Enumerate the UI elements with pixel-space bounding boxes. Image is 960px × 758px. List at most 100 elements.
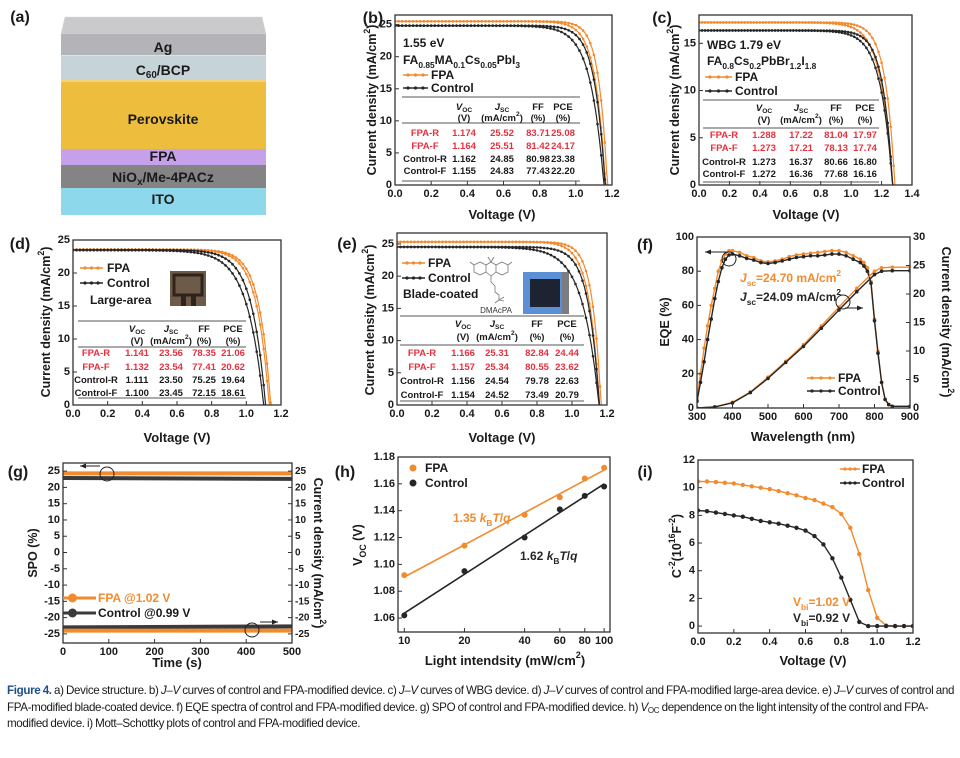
figure-canvas: (a) (b) (c) (d) (e) (f) (g) (h) (i) Ag C60/BCP Pero… xyxy=(8,9,956,670)
legend-label: Control xyxy=(107,276,150,290)
series-layer xyxy=(395,20,609,185)
control-right-point xyxy=(748,390,753,395)
jv-control-r-point xyxy=(574,33,578,37)
y-tick-label: 8 xyxy=(689,509,695,521)
fpa-point xyxy=(866,587,871,593)
series-layer xyxy=(699,21,896,185)
jv-control-f-point xyxy=(89,248,92,252)
table-row-label: Control-R xyxy=(702,157,746,168)
annotation: FA0.8Cs0.2PbBr1.2I1.8 xyxy=(707,54,817,71)
plot-frame xyxy=(698,14,913,186)
jv-control-f-point xyxy=(852,35,856,39)
jv-fpa-r-point xyxy=(269,401,272,405)
x-tick-label: 0.0 xyxy=(387,188,402,200)
jv-fpa-f-point xyxy=(816,21,819,25)
y-tick-label: 1.12 xyxy=(374,532,395,544)
y-tick-label: 10 xyxy=(58,333,70,345)
jv-control-f-point xyxy=(419,24,422,28)
jv-fpa-f-point xyxy=(846,24,850,28)
jv-control-f-point xyxy=(148,249,151,252)
jv-fpa-f-point xyxy=(462,20,466,23)
jv-fpa-r-point xyxy=(589,41,592,45)
jv-fpa-f-point xyxy=(567,24,570,27)
y-tick-label: -5 xyxy=(50,563,60,575)
jv-fpa-f-point xyxy=(773,21,777,24)
jv-fpa-f-point xyxy=(451,20,455,23)
table-cell: 20.79 xyxy=(555,390,579,401)
table-cell: 83.71 xyxy=(526,128,550,139)
jv-control-f-point xyxy=(486,245,490,249)
jv-control-f-point xyxy=(116,249,120,252)
control-left-point xyxy=(876,351,880,356)
y-right-tick-label: 5 xyxy=(295,531,301,542)
table-unit: (mA/cm2) xyxy=(150,334,192,347)
jv-fpa-f-point xyxy=(455,240,458,244)
jv-fpa-f-point xyxy=(238,262,241,265)
jv-fpa-f-point xyxy=(224,252,227,256)
x-tick-label: 0.6 xyxy=(494,408,509,420)
x-tick-label: 80 xyxy=(579,635,591,647)
table-header: JSC xyxy=(495,102,510,115)
jv-control-r-point xyxy=(595,367,598,371)
jv-fpa-f-point xyxy=(479,240,483,244)
table-unit: (mA/cm2) xyxy=(780,113,822,126)
jv-control-f-point xyxy=(476,24,480,28)
y-axis-label: VOC (V) xyxy=(351,524,368,566)
table-row-label: FPA-F xyxy=(411,141,438,152)
table-header: VOC xyxy=(756,103,773,116)
x-tick-label: 900 xyxy=(901,411,919,423)
y-tick-label: 1.10 xyxy=(374,558,395,570)
jv-control-f-point xyxy=(99,248,102,252)
jv-control-f-point xyxy=(217,258,220,262)
jv-control-f-point xyxy=(490,245,493,249)
table-cell: 23.45 xyxy=(159,388,183,399)
jv-fpa-f-point xyxy=(577,262,581,266)
control-left-point xyxy=(890,404,895,408)
table-cell: 23.38 xyxy=(551,154,575,165)
x-tick-label: 0.2 xyxy=(424,188,439,200)
jv-control-f-point xyxy=(599,154,603,157)
control-point xyxy=(830,556,835,561)
jv-fpa-f-point xyxy=(712,21,716,24)
jv-fpa-r-point xyxy=(886,97,889,100)
jv-fpa-r-point xyxy=(570,246,574,250)
jv-control-r-point xyxy=(855,33,859,36)
jv-fpa-f-point xyxy=(399,240,402,244)
table-cell: 20.62 xyxy=(221,362,245,373)
jv-fpa-f-point xyxy=(574,28,578,32)
control-right-point xyxy=(837,308,841,312)
x-tick-label: 0.0 xyxy=(389,408,404,420)
fpa-left-point xyxy=(713,286,717,291)
jv-fpa-r-point xyxy=(843,22,847,25)
jv-control-f-point xyxy=(402,245,406,249)
jv-control-f-point xyxy=(500,246,504,249)
jv-control-r-point xyxy=(560,250,563,254)
control-point xyxy=(704,509,710,514)
jv-fpa-f-point xyxy=(429,20,433,23)
y-right-tick-label: -15 xyxy=(295,596,310,607)
layer-label: FPA xyxy=(150,148,177,164)
jv-control-f-point xyxy=(700,29,704,32)
jv-control-r-point xyxy=(248,298,252,302)
fpa-left-point xyxy=(705,324,710,328)
legend-marker xyxy=(810,389,814,393)
jv-control-f-point xyxy=(193,251,196,254)
control-point xyxy=(901,623,907,629)
jv-control-f-point xyxy=(545,26,549,30)
jv-control-f-point xyxy=(728,29,731,32)
table-cell: 23.56 xyxy=(159,348,183,359)
table-cell: 77.68 xyxy=(824,169,848,180)
control-right-point xyxy=(801,344,806,349)
y-tick-label: 15 xyxy=(380,83,392,95)
layer-0 xyxy=(60,16,267,55)
jv-control-f-point xyxy=(712,29,716,32)
legend-marker xyxy=(708,75,712,79)
jv-control-r-point xyxy=(220,255,224,258)
jv-control-f-point xyxy=(865,46,868,50)
table-unit: (%) xyxy=(226,336,241,347)
table-row-label: Control-F xyxy=(404,166,447,177)
legend-marker xyxy=(83,281,87,285)
control-left-point xyxy=(865,269,870,274)
jv-fpa-f-point xyxy=(473,20,476,23)
